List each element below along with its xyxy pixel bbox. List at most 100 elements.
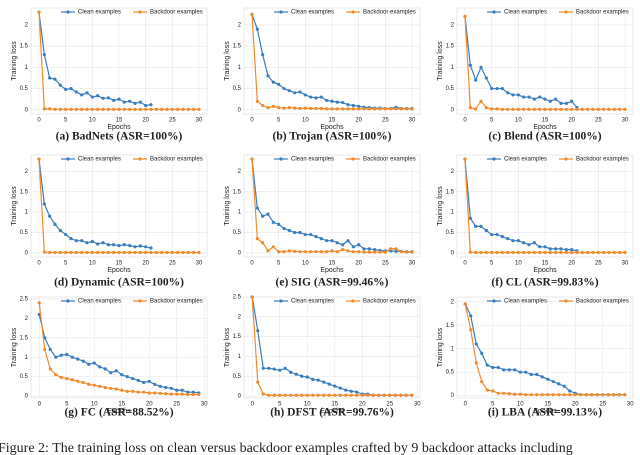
data-point xyxy=(623,107,627,111)
data-point xyxy=(160,250,164,255)
data-point xyxy=(325,98,329,103)
data-point xyxy=(85,107,89,111)
data-point xyxy=(335,241,339,245)
data-point xyxy=(149,250,153,255)
data-point xyxy=(491,389,495,393)
data-point xyxy=(568,393,572,397)
x-tick-label: 10 xyxy=(89,261,96,267)
data-point xyxy=(543,250,547,255)
data-point xyxy=(294,372,298,376)
data-point xyxy=(120,373,124,377)
data-point xyxy=(322,380,326,384)
data-point xyxy=(283,393,287,397)
data-point xyxy=(305,375,309,379)
data-point xyxy=(570,107,574,111)
data-point xyxy=(154,107,158,111)
legend-label: Clean examples xyxy=(291,10,334,16)
data-point xyxy=(546,377,550,381)
data-point xyxy=(122,100,126,104)
y-tick-label: 1.5 xyxy=(233,189,242,195)
y-tick-label: 0 xyxy=(238,250,242,256)
data-point xyxy=(527,250,531,255)
data-point xyxy=(410,250,414,254)
legend-label: Backdoor examples xyxy=(363,157,416,163)
data-point xyxy=(495,232,499,237)
data-point xyxy=(327,382,331,386)
data-point xyxy=(138,250,142,255)
y-tick-label: 1 xyxy=(238,354,242,360)
data-point xyxy=(325,107,329,111)
x-tick-label: 20 xyxy=(142,118,149,124)
data-point xyxy=(293,230,297,235)
data-point xyxy=(529,372,533,377)
data-point xyxy=(586,107,590,111)
data-point xyxy=(311,393,315,397)
x-tick-label: 30 xyxy=(627,402,634,408)
data-point xyxy=(300,393,304,397)
y-axis-label: Training loss xyxy=(11,327,18,367)
x-tick-label: 5 xyxy=(64,118,68,124)
data-point xyxy=(92,383,96,387)
x-tick-label: 20 xyxy=(359,402,366,408)
y-tick-label: 0 xyxy=(238,394,242,400)
data-point xyxy=(255,99,259,103)
legend-label: Backdoor examples xyxy=(150,299,203,305)
data-point xyxy=(48,367,52,371)
legend-label: Clean examples xyxy=(78,157,121,163)
x-tick-label: 15 xyxy=(331,402,338,408)
data-point xyxy=(112,243,116,247)
series-line xyxy=(464,303,625,396)
y-tick-label: 0.5 xyxy=(233,230,242,236)
data-point xyxy=(125,389,129,393)
data-point xyxy=(271,104,275,108)
series-line xyxy=(38,159,152,249)
x-tick-label: 30 xyxy=(201,402,208,408)
data-point xyxy=(316,378,320,382)
data-point xyxy=(87,382,91,387)
data-point xyxy=(192,107,196,111)
data-point xyxy=(373,248,377,252)
data-point xyxy=(346,103,350,107)
y-axis-label: Training loss xyxy=(11,41,18,81)
data-point xyxy=(349,393,353,397)
x-tick-label: 10 xyxy=(304,402,311,408)
data-point xyxy=(112,250,116,255)
data-point xyxy=(303,93,307,97)
data-point xyxy=(64,250,68,255)
data-point xyxy=(69,237,73,241)
data-point xyxy=(43,347,47,352)
chart-title: (g) FC (ASR=88.52%) xyxy=(64,407,173,419)
data-point xyxy=(617,393,621,397)
legend-marker xyxy=(138,157,142,161)
x-axis-label: Epochs xyxy=(107,267,131,274)
y-tick-label: 0.5 xyxy=(20,374,29,380)
x-tick-label: 25 xyxy=(169,118,176,124)
chart-title: (e) SIG (ASR=99.46%) xyxy=(276,277,389,289)
data-point xyxy=(495,86,499,91)
data-point xyxy=(516,239,520,243)
data-point xyxy=(319,237,323,241)
data-point xyxy=(125,375,129,379)
data-point xyxy=(96,242,100,246)
data-point xyxy=(557,382,561,386)
x-tick-label: 5 xyxy=(490,118,494,124)
data-point xyxy=(133,107,137,111)
legend-marker xyxy=(564,299,568,303)
data-point xyxy=(278,393,282,397)
y-tick-label: 1 xyxy=(25,355,29,361)
data-point xyxy=(153,382,157,387)
data-point xyxy=(513,392,517,396)
x-tick-label: 10 xyxy=(515,261,522,267)
data-point xyxy=(502,368,506,372)
data-point xyxy=(314,106,318,111)
data-point xyxy=(540,375,544,379)
data-point xyxy=(382,393,386,397)
data-point xyxy=(128,99,132,103)
data-point xyxy=(360,393,364,397)
legend-marker xyxy=(492,10,496,14)
data-point xyxy=(122,243,126,247)
data-point xyxy=(149,107,153,111)
data-point xyxy=(58,228,62,233)
data-point xyxy=(255,237,259,241)
data-point xyxy=(468,63,472,67)
